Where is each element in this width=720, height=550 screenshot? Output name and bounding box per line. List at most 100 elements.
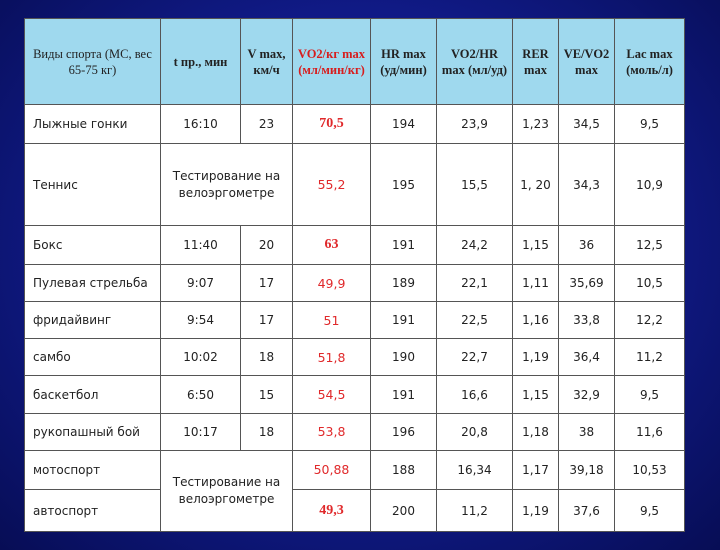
table-row: рукопашный бой 10:17 18 53,8 196 20,8 1,18 38 11…	[24, 412, 685, 451]
hr-max-cell: 191	[370, 224, 437, 266]
column-header-time: t пр., мин	[160, 18, 241, 105]
speed-cell: 20	[240, 224, 293, 266]
data-table-sheet: Виды спорта (МС, вес 65-75 кг) t пр., ми…	[24, 18, 685, 533]
lactate-cell: 10,5	[614, 264, 685, 303]
hr-max-cell: 188	[370, 449, 437, 491]
lactate-cell: 9,5	[614, 489, 685, 532]
sport-name-cell: баскетбол	[24, 375, 161, 414]
table-row: Пулевая стрельба 9:07 17 49,9 189 22,1 1,11 35,…	[24, 264, 685, 303]
vo2-hr-cell: 22,5	[436, 301, 513, 340]
table-row: баскетбол 6:50 15 54,5 191 16,6 1,15 32,9 9,5	[24, 375, 685, 414]
test-method-note: Тестирование на велоэргометре	[160, 143, 293, 226]
speed-cell: 18	[240, 338, 293, 377]
vo2-hr-cell: 16,34	[436, 449, 513, 491]
vo2-hr-cell: 22,1	[436, 264, 513, 303]
speed-cell: 18	[240, 412, 293, 451]
ve-vo2-cell: 34,5	[558, 103, 615, 145]
table-row: Теннис Тестирование на велоэргометре 55,2 1…	[24, 143, 685, 226]
column-header-speed: V max, км/ч	[240, 18, 293, 105]
hr-max-cell: 200	[370, 489, 437, 532]
rer-cell: 1,18	[512, 412, 559, 451]
vo2-hr-cell: 11,2	[436, 489, 513, 532]
test-method-note: Тестирование на велоэргометре	[160, 449, 293, 533]
ve-vo2-cell: 39,18	[558, 449, 615, 491]
rer-cell: 1,19	[512, 338, 559, 377]
vo2-per-kg-cell: 70,5	[292, 103, 371, 145]
time-cell: 10:02	[160, 338, 241, 377]
vo2-per-kg-cell: 51	[292, 301, 371, 340]
lactate-cell: 11,2	[614, 338, 685, 377]
speed-cell: 17	[240, 301, 293, 340]
table-row: самбо 10:02 18 51,8 190 22,7 1,19 36,4 11,2	[24, 338, 685, 377]
vo2-hr-cell: 24,2	[436, 224, 513, 266]
ve-vo2-cell: 34,3	[558, 143, 615, 226]
column-header-lactate: Lac max (моль/л)	[614, 18, 685, 105]
sport-name-cell: Бокс	[24, 224, 161, 266]
table-row: Бокс 11:40 20 63 191 24,2 1,15 36 12,5	[24, 224, 685, 266]
sports-physiology-table: Виды спорта (МС, вес 65-75 кг) t пр., ми…	[24, 18, 685, 533]
time-cell: 9:07	[160, 264, 241, 303]
lactate-cell: 9,5	[614, 103, 685, 145]
hr-max-cell: 190	[370, 338, 437, 377]
sport-name-cell: Пулевая стрельба	[24, 264, 161, 303]
vo2-hr-cell: 22,7	[436, 338, 513, 377]
lactate-cell: 12,5	[614, 224, 685, 266]
rer-cell: 1,11	[512, 264, 559, 303]
lactate-cell: 10,9	[614, 143, 685, 226]
sport-name-cell: мотоспорт	[24, 449, 161, 491]
table-body: Лыжные гонки 16:10 23 70,5 194 23,9 1,23 34,5 9,…	[24, 103, 685, 533]
vo2-per-kg-cell: 50,88	[292, 449, 371, 491]
time-cell: 6:50	[160, 375, 241, 414]
speed-cell: 15	[240, 375, 293, 414]
vo2-per-kg-cell: 63	[292, 224, 371, 266]
rer-cell: 1, 20	[512, 143, 559, 226]
hr-max-cell: 194	[370, 103, 437, 145]
ve-vo2-cell: 36,4	[558, 338, 615, 377]
time-cell: 10:17	[160, 412, 241, 451]
speed-cell: 23	[240, 103, 293, 145]
sport-name-cell: Теннис	[24, 143, 161, 226]
column-header-vo2-hr: VO2/HR max (мл/уд)	[436, 18, 513, 105]
header-row: Виды спорта (МС, вес 65-75 кг) t пр., ми…	[24, 18, 685, 105]
table-row: Лыжные гонки 16:10 23 70,5 194 23,9 1,23 34,5 9,…	[24, 103, 685, 145]
sport-name-cell: фридайвинг	[24, 301, 161, 340]
rer-cell: 1,17	[512, 449, 559, 491]
rer-cell: 1,15	[512, 375, 559, 414]
time-cell: 11:40	[160, 224, 241, 266]
column-header-ve-vo2: VE/VO2 max	[558, 18, 615, 105]
rer-cell: 1,15	[512, 224, 559, 266]
table-row: автоспорт 49,3 200 11,2 1,19 37,6 9,5	[24, 489, 685, 532]
speed-cell: 17	[240, 264, 293, 303]
vo2-per-kg-cell: 53,8	[292, 412, 371, 451]
vo2-hr-cell: 16,6	[436, 375, 513, 414]
ve-vo2-cell: 32,9	[558, 375, 615, 414]
sport-name-cell: самбо	[24, 338, 161, 377]
column-header-rer: RER max	[512, 18, 559, 105]
ve-vo2-cell: 36	[558, 224, 615, 266]
vo2-per-kg-cell: 54,5	[292, 375, 371, 414]
rer-cell: 1,16	[512, 301, 559, 340]
vo2-per-kg-cell: 51,8	[292, 338, 371, 377]
vo2-per-kg-cell: 55,2	[292, 143, 371, 226]
ve-vo2-cell: 35,69	[558, 264, 615, 303]
ve-vo2-cell: 38	[558, 412, 615, 451]
sport-name-cell: Лыжные гонки	[24, 103, 161, 145]
vo2-per-kg-cell: 49,9	[292, 264, 371, 303]
hr-max-cell: 191	[370, 301, 437, 340]
sport-name-cell: автоспорт	[24, 489, 161, 532]
lactate-cell: 10,53	[614, 449, 685, 491]
hr-max-cell: 196	[370, 412, 437, 451]
hr-max-cell: 189	[370, 264, 437, 303]
vo2-hr-cell: 23,9	[436, 103, 513, 145]
column-header-sport: Виды спорта (МС, вес 65-75 кг)	[24, 18, 161, 105]
hr-max-cell: 191	[370, 375, 437, 414]
lactate-cell: 11,6	[614, 412, 685, 451]
time-cell: 16:10	[160, 103, 241, 145]
ve-vo2-cell: 37,6	[558, 489, 615, 532]
vo2-hr-cell: 15,5	[436, 143, 513, 226]
ve-vo2-cell: 33,8	[558, 301, 615, 340]
vo2-hr-cell: 20,8	[436, 412, 513, 451]
column-header-vo2-per-kg: VO2/кг max (мл/мин/кг)	[292, 18, 371, 105]
time-cell: 9:54	[160, 301, 241, 340]
column-header-hr-max: HR max (уд/мин)	[370, 18, 437, 105]
